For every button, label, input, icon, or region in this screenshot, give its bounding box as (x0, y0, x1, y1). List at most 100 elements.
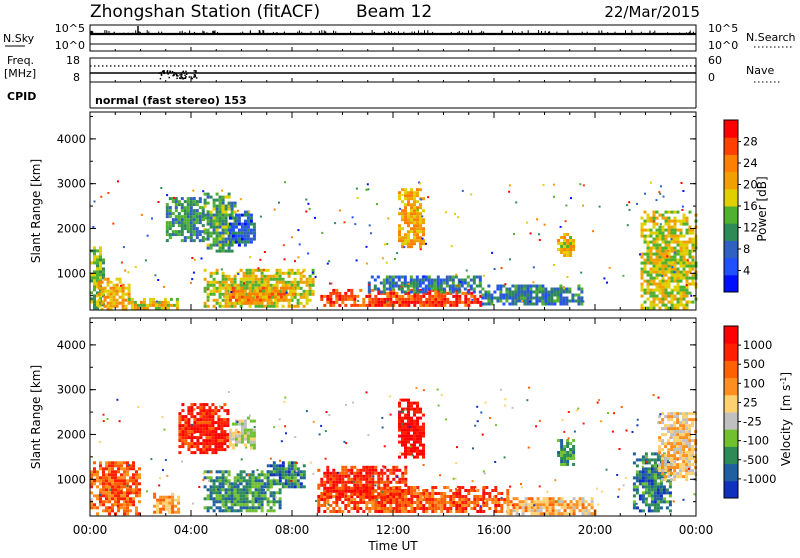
power-cell (222, 229, 225, 232)
velocity-cell (126, 497, 129, 500)
velocity-cell (446, 486, 449, 489)
velocity-cell (250, 438, 253, 441)
power-cell (644, 229, 647, 232)
velocity-cell (404, 484, 407, 487)
power-cell (647, 241, 650, 244)
power-cell (297, 302, 300, 305)
power-cell (416, 282, 419, 285)
velocity-cell (135, 512, 138, 515)
power-cell (176, 301, 179, 304)
power-colorbar-swatch (724, 172, 738, 190)
velocity-cell (208, 415, 211, 418)
power-cell (553, 184, 555, 186)
velocity-cell (291, 461, 294, 464)
velocity-cell (431, 507, 434, 510)
velocity-cell (365, 484, 368, 487)
power-cell (569, 248, 572, 251)
power-cell (413, 298, 416, 301)
power-cell (437, 288, 440, 291)
power-cell (210, 211, 213, 214)
power-cell (499, 294, 502, 297)
velocity-cell (193, 415, 196, 418)
velocity-cell (410, 504, 413, 507)
velocity-cell (669, 500, 672, 503)
velocity-cell (184, 421, 187, 424)
velocity-cell (386, 475, 389, 478)
velocity-cell (229, 432, 232, 435)
velocity-cell (181, 415, 184, 418)
power-cell (668, 301, 671, 304)
power-cell (467, 304, 470, 307)
velocity-cell (404, 414, 407, 417)
power-cell (334, 222, 336, 224)
velocity-cell (252, 494, 255, 497)
power-cell (569, 251, 572, 254)
power-cell (253, 290, 256, 293)
velocity-cell (658, 448, 661, 451)
power-cell (389, 282, 392, 285)
power-cell (650, 256, 653, 259)
velocity-cell (458, 498, 461, 501)
velocity-cell (237, 479, 240, 482)
power-cell (566, 254, 569, 257)
power-cell (250, 232, 253, 235)
velocity-cell (673, 457, 676, 460)
velocity-cell (202, 412, 205, 415)
velocity-cell (344, 466, 347, 469)
power-cell (647, 214, 650, 217)
velocity-cell (691, 424, 694, 427)
velocity-cell (229, 444, 232, 447)
power-cell (178, 203, 181, 206)
velocity-cell (558, 512, 561, 515)
velocity-cell (123, 506, 126, 509)
power-cell (210, 293, 213, 296)
power-cell (647, 247, 650, 250)
power-cell (580, 291, 583, 294)
power-cell (659, 283, 662, 286)
velocity-cell (214, 409, 217, 412)
power-cell (641, 271, 644, 274)
power-cell (315, 276, 317, 278)
velocity-cell (246, 479, 249, 482)
power-cell (677, 244, 680, 247)
velocity-cell (401, 417, 404, 420)
velocity-cell (398, 435, 401, 438)
velocity-cell (464, 495, 467, 498)
power-cell (216, 235, 219, 238)
velocity-cell (213, 500, 216, 503)
power-cell (222, 293, 225, 296)
velocity-cell (178, 430, 181, 433)
power-cell (392, 279, 395, 282)
power-cell (309, 299, 312, 302)
velocity-cell (401, 507, 404, 510)
velocity-cell (193, 424, 196, 427)
velocity-cell (353, 484, 356, 487)
power-cell (259, 302, 262, 305)
velocity-cell (240, 473, 243, 476)
power-cell (276, 302, 279, 305)
power-cell (149, 304, 152, 307)
power-cell (665, 229, 668, 232)
power-cell (365, 304, 368, 307)
power-cell (235, 299, 238, 302)
velocity-cell (380, 507, 383, 510)
velocity-cell (335, 504, 338, 507)
power-cell (249, 281, 252, 284)
velocity-cell (213, 488, 216, 491)
power-cell (187, 206, 190, 209)
power-cell (446, 276, 449, 279)
velocity-cell (99, 491, 102, 494)
power-cell (636, 203, 638, 205)
power-cell (659, 280, 662, 283)
power-cell (232, 223, 235, 226)
power-cell (401, 282, 404, 285)
power-cell (219, 241, 222, 244)
velocity-cell (560, 451, 563, 454)
velocity-cell (564, 512, 567, 515)
power-cell (668, 232, 671, 235)
power-cell (569, 245, 572, 248)
power-cell (692, 256, 695, 259)
velocity-cell (162, 499, 165, 502)
velocity-cell (440, 492, 443, 495)
velocity-cell (132, 479, 135, 482)
